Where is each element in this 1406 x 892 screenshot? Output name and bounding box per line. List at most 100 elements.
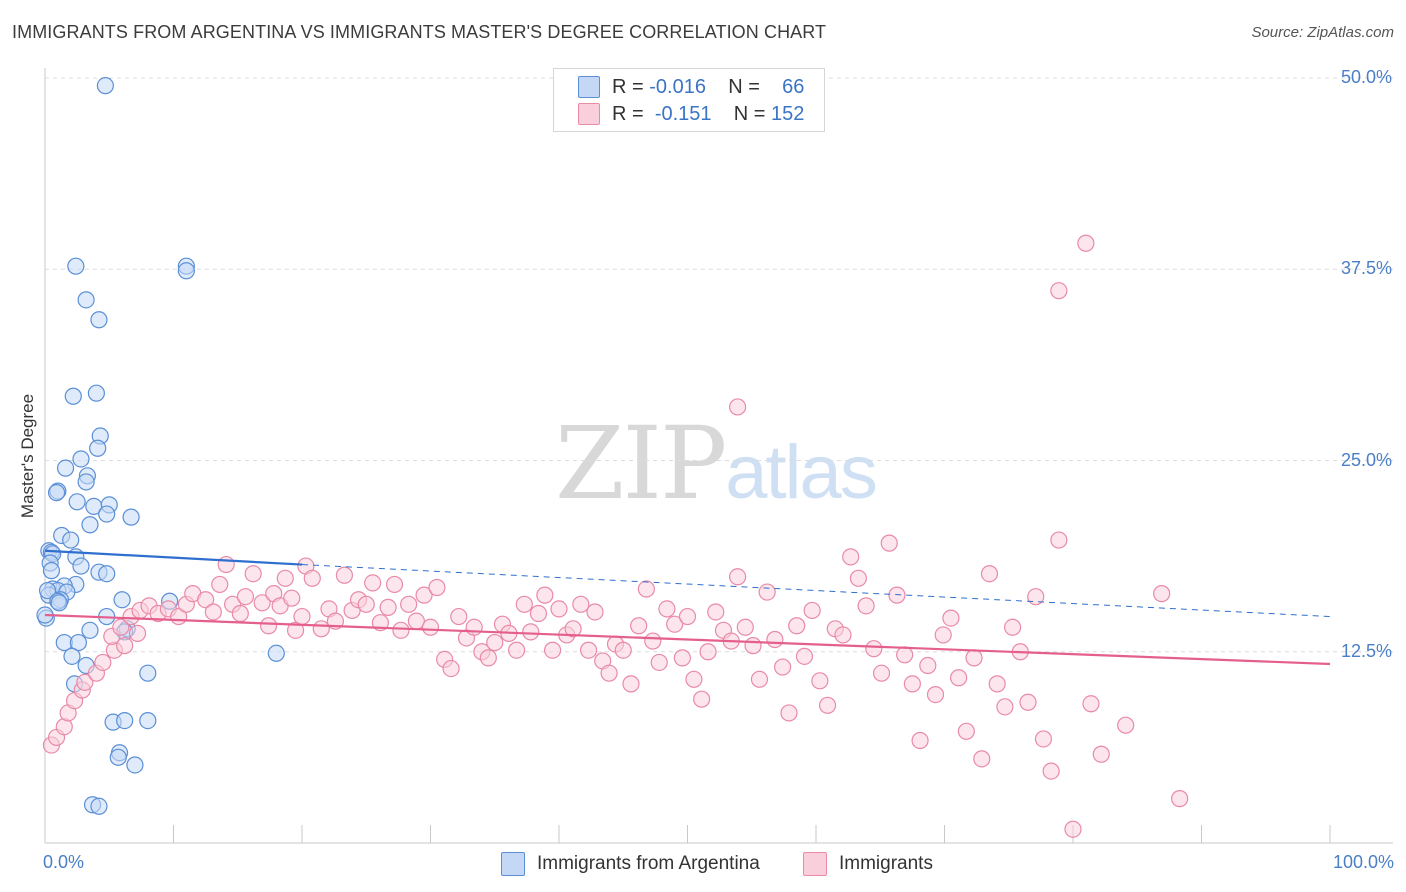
legend-row-argentina: R = -0.016 N = 66: [578, 75, 804, 99]
y-tick-label: 50.0%: [1340, 67, 1392, 87]
watermark-zip: ZIP: [555, 405, 727, 522]
watermark: ZIPatlas: [555, 405, 878, 522]
point-immigrants: [400, 595, 418, 613]
point-immigrants: [857, 597, 875, 615]
point-immigrants: [465, 618, 483, 636]
point-argentina: [90, 797, 108, 815]
point-argentina: [50, 594, 68, 612]
point-immigrants: [1034, 730, 1053, 748]
point-immigrants: [788, 617, 806, 635]
point-immigrants: [1092, 745, 1110, 763]
point-argentina: [109, 748, 127, 766]
point-immigrants: [622, 675, 640, 693]
point-immigrants: [865, 640, 883, 658]
point-immigrants: [849, 569, 868, 587]
point-argentina: [72, 557, 90, 575]
point-argentina: [72, 450, 90, 468]
point-immigrants: [415, 586, 433, 604]
point-immigrants: [729, 568, 747, 586]
trend-lines: [44, 549, 1331, 666]
point-immigrants: [630, 617, 648, 635]
point-immigrants: [543, 641, 562, 659]
y-tick-label: 12.5%: [1340, 640, 1392, 661]
point-immigrants: [428, 578, 446, 597]
point-immigrants: [1004, 618, 1022, 636]
legend-n-value: 66: [782, 75, 805, 98]
x-tick-label: 0.0%: [43, 852, 85, 872]
point-immigrants: [658, 600, 676, 618]
point-argentina: [81, 516, 99, 534]
point-immigrants: [357, 595, 375, 613]
point-immigrants: [293, 607, 311, 626]
point-immigrants: [1050, 531, 1068, 549]
point-immigrants: [217, 555, 235, 574]
point-argentina: [96, 77, 114, 95]
legend-item-immigrants[interactable]: Immigrants: [803, 852, 933, 876]
correlation-legend: R = -0.016 N = 66 R = -0.151 N = 152: [553, 68, 825, 132]
point-immigrants: [1050, 282, 1068, 300]
point-immigrants: [76, 673, 94, 691]
point-immigrants: [880, 534, 898, 552]
point-immigrants: [1077, 234, 1095, 252]
legend-r-value: -0.151: [654, 102, 712, 125]
point-immigrants: [600, 664, 618, 682]
legend-r-label: R =: [612, 75, 644, 98]
grid-lines: [45, 77, 1393, 653]
legend-n-label: N =: [728, 75, 760, 98]
point-immigrants: [486, 633, 504, 652]
point-immigrants: [1019, 693, 1037, 711]
point-argentina: [42, 562, 61, 580]
point-argentina: [113, 591, 131, 609]
point-immigrants: [699, 643, 717, 661]
point-immigrants: [965, 649, 983, 667]
point-immigrants: [522, 623, 540, 641]
point-argentina: [62, 531, 80, 549]
point-immigrants: [773, 658, 792, 676]
point-immigrants: [572, 595, 590, 613]
watermark-atlas: atlas: [725, 430, 878, 515]
point-immigrants: [950, 669, 968, 687]
point-immigrants: [758, 583, 776, 601]
x-tick-label: 100.0%: [1332, 852, 1394, 872]
legend-label-immigrants: Immigrants: [839, 853, 933, 874]
series-immigrants: [42, 234, 1189, 838]
point-immigrants: [253, 594, 271, 612]
trend-line-argentina: [44, 549, 303, 566]
legend-label-argentina: Immigrants from Argentina: [537, 853, 760, 874]
legend-row-immigrants: R = -0.151 N = 152: [578, 102, 804, 126]
point-immigrants: [1064, 820, 1082, 838]
point-immigrants: [536, 586, 554, 604]
point-argentina: [87, 384, 106, 402]
point-immigrants: [385, 575, 404, 594]
point-immigrants: [926, 685, 945, 704]
point-immigrants: [795, 647, 814, 665]
y-tick-label: 25.0%: [1340, 449, 1392, 470]
point-argentina: [81, 621, 99, 639]
point-immigrants: [988, 675, 1006, 693]
point-immigrants: [903, 675, 921, 693]
chart-source: Source: ZipAtlas.com: [1251, 24, 1394, 41]
point-immigrants: [842, 548, 860, 566]
point-argentina: [63, 647, 81, 665]
point-immigrants: [283, 589, 301, 607]
legend-swatch-immigrants: [578, 103, 600, 125]
point-immigrants: [637, 580, 655, 598]
point-argentina: [89, 439, 107, 457]
point-immigrants: [780, 704, 798, 722]
series-legend: Immigrants from Argentina Immigrants: [0, 850, 1406, 880]
legend-item-argentina[interactable]: Immigrants from Argentina: [501, 852, 760, 876]
point-immigrants: [834, 626, 852, 644]
point-immigrants: [450, 607, 468, 626]
point-immigrants: [911, 731, 929, 750]
point-immigrants: [957, 722, 975, 740]
point-immigrants: [693, 690, 711, 708]
point-immigrants: [515, 595, 533, 613]
point-immigrants: [197, 591, 215, 609]
point-immigrants: [392, 621, 410, 639]
point-immigrants: [614, 641, 632, 659]
point-argentina: [139, 711, 157, 730]
point-immigrants: [303, 569, 321, 587]
point-immigrants: [586, 603, 604, 621]
point-immigrants: [1117, 716, 1135, 734]
